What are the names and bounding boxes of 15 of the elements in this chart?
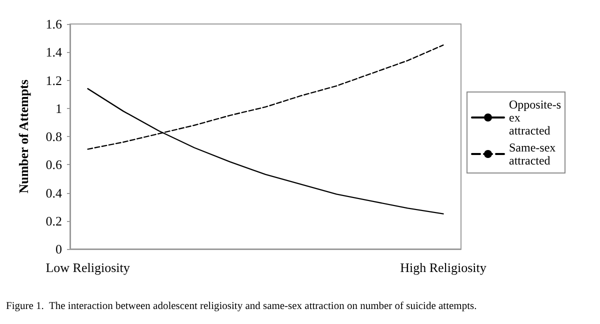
y-tick-label: 1 [56, 100, 62, 116]
y-tick-label: 1.4 [46, 44, 62, 60]
x-tick-label: Low Religiosity [46, 260, 130, 275]
legend-label: Opposite-sex attracted [509, 98, 562, 138]
x-tick-label: High Religiosity [400, 260, 487, 275]
y-tick-label: 0.8 [46, 129, 62, 144]
y-tick-label: 0.4 [46, 185, 62, 200]
y-axis-title: Number of Attempts [16, 80, 31, 194]
y-tick-label: 1.6 [46, 16, 62, 32]
caption: Figure 1. The interaction between adolescent religiosity and same-sex attraction on number of suicide attempts. [6, 301, 477, 312]
y-tick-label: 0 [56, 242, 62, 256]
y-tick-label: 0.2 [46, 213, 62, 228]
legend-label: Same-sex attracted [509, 140, 559, 168]
y-tick-label: 1.2 [46, 72, 62, 88]
y-tick-label: 0.6 [46, 157, 62, 172]
